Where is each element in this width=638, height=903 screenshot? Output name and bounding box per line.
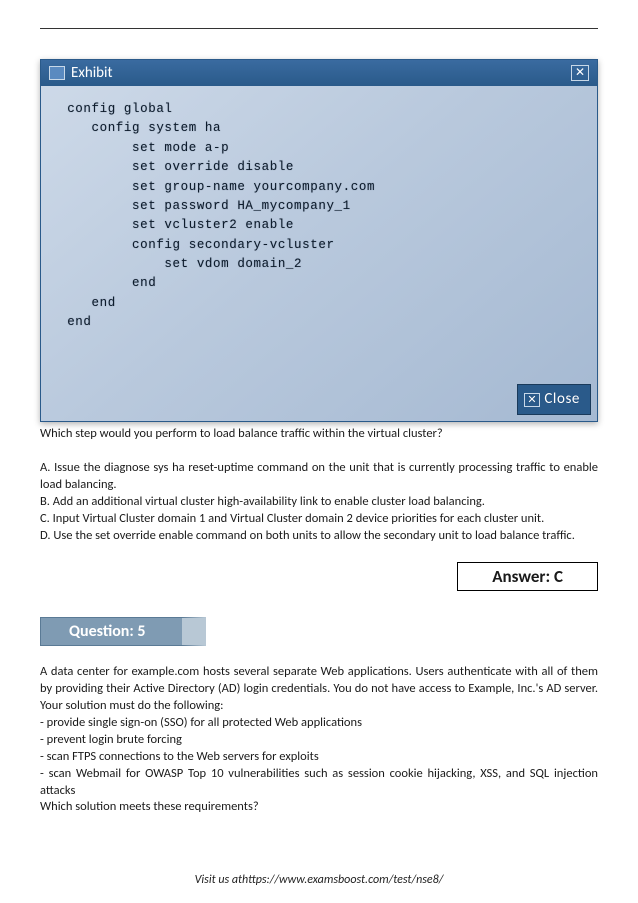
top-rule bbox=[40, 28, 598, 29]
req-1: - provide single sign-on (SSO) for all p… bbox=[40, 715, 598, 732]
question5-header: Question: 5 bbox=[40, 617, 206, 646]
titlebar-close-button[interactable]: ✕ bbox=[571, 65, 589, 81]
req-4: - scan Webmail for OWASP Top 10 vulnerab… bbox=[40, 766, 598, 800]
terminal-pane: config global config system ha set mode … bbox=[41, 86, 597, 421]
window-icon bbox=[49, 66, 65, 80]
terminal-text: config global config system ha set mode … bbox=[51, 102, 375, 329]
question5-header-label: Question: 5 bbox=[69, 622, 146, 641]
answer-box: Answer: C bbox=[457, 562, 598, 591]
question5-block: A data center for example.com hosts seve… bbox=[40, 664, 598, 816]
option-d: D. Use the set override enable command o… bbox=[40, 528, 598, 545]
question4-prompt: Which step would you perform to load bal… bbox=[40, 426, 598, 443]
option-a: A. Issue the diagnose sys ha reset-uptim… bbox=[40, 460, 598, 494]
option-c: C. Input Virtual Cluster domain 1 and Vi… bbox=[40, 511, 598, 528]
req-2: - prevent login brute forcing bbox=[40, 732, 598, 749]
close-button[interactable]: ✕ Close bbox=[517, 384, 591, 415]
close-label: Close bbox=[544, 388, 580, 411]
footer-text: Visit us athttps://www.examsboost.com/te… bbox=[195, 873, 444, 887]
option-b: B. Add an additional virtual cluster hig… bbox=[40, 494, 598, 511]
close-icon: ✕ bbox=[524, 393, 540, 407]
exhibit-title: Exhibit bbox=[71, 64, 113, 82]
question4-block: Which step would you perform to load bal… bbox=[40, 426, 598, 544]
exhibit-titlebar: Exhibit ✕ bbox=[41, 60, 597, 86]
exhibit-window: Exhibit ✕ config global config system ha… bbox=[40, 59, 598, 422]
question5-intro: A data center for example.com hosts seve… bbox=[40, 664, 598, 715]
req-3: - scan FTPS connections to the Web serve… bbox=[40, 749, 598, 766]
answer-label: Answer: C bbox=[492, 566, 563, 587]
question5-closing: Which solution meets these requirements? bbox=[40, 799, 598, 816]
footer: Visit us athttps://www.examsboost.com/te… bbox=[0, 873, 638, 887]
